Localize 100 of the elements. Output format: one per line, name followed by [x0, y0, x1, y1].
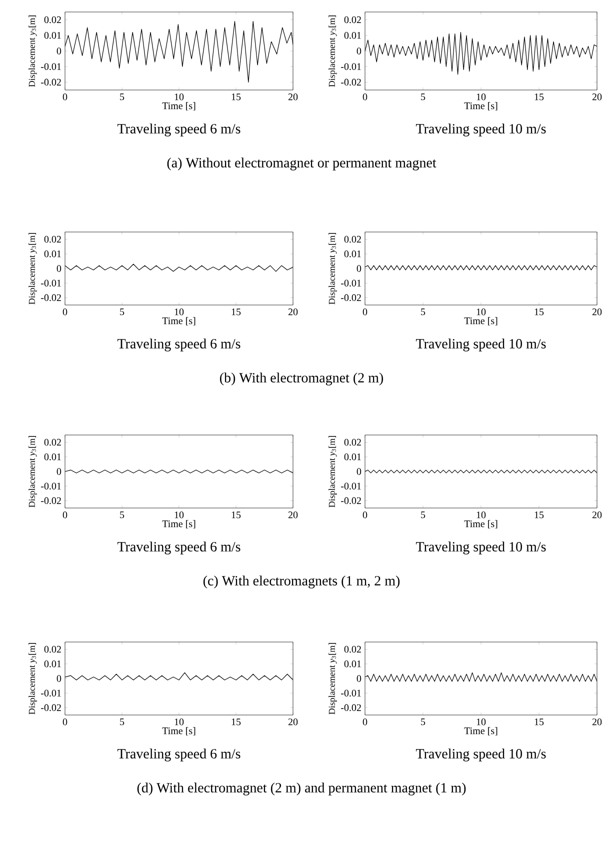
y-tick-label: 0.02: [44, 236, 61, 243]
x-tick-label: 5: [420, 718, 425, 726]
y-tick-label: -0.01: [340, 690, 361, 696]
x-tick-label: 20: [592, 512, 602, 518]
x-axis-title: Time [s]: [464, 317, 497, 326]
text: (a) Without electromagnet or permanent magnet: [167, 158, 436, 170]
y-axis-title: Displacement y$_{3}$[m]: [28, 436, 37, 508]
text: (c) With electromagnets (1 m, 2 m): [203, 576, 400, 588]
y-tick-label: 0: [56, 675, 61, 682]
x-tick-label: 0: [62, 512, 67, 518]
y-tick-label: 0.01: [44, 32, 61, 39]
y-tick-label: 0: [356, 468, 361, 475]
x-axis-title: Time [s]: [162, 727, 195, 736]
x-tick-label: 20: [592, 718, 602, 726]
x-tick-label: 15: [534, 308, 544, 316]
y-tick-label: -0.02: [340, 704, 361, 712]
y-tick-label: 0.01: [344, 660, 361, 668]
y-tick-label: -0.02: [40, 704, 61, 712]
x-axis-title: Time [s]: [464, 520, 497, 528]
y-tick-label: 0: [56, 48, 61, 54]
x-tick-label: 0: [362, 94, 367, 100]
y-tick-label: 0.01: [44, 660, 61, 668]
y-tick-label: 0.02: [344, 438, 361, 446]
y-axis-title: Displacement y$_{3}$[m]: [28, 16, 37, 87]
y-axis-title: Displacement y$_{3}$[m]: [28, 233, 37, 304]
x-axis-title: Time [s]: [464, 102, 497, 110]
x-tick-label: 20: [288, 718, 298, 726]
x-axis-title: Time [s]: [464, 727, 497, 736]
y-tick-label: -0.02: [340, 497, 361, 504]
x-tick-label: 15: [534, 512, 544, 518]
x-tick-label: 5: [120, 94, 124, 100]
y-tick-label: -0.02: [40, 78, 61, 86]
x-tick-label: 20: [288, 94, 298, 100]
x-tick-label: 15: [232, 718, 240, 726]
x-tick-label: 5: [420, 308, 425, 316]
x-tick-label: 10: [476, 94, 486, 100]
y-tick-label: 0.01: [344, 454, 361, 460]
text: Traveling speed 6 m/s: [117, 124, 240, 136]
y-tick-label: 0: [56, 468, 61, 475]
x-tick-label: 0: [62, 94, 67, 100]
x-tick-label: 0: [62, 308, 67, 316]
x-tick-label: 15: [534, 94, 544, 100]
y-tick-label: -0.01: [40, 690, 61, 696]
y-tick-label: 0.02: [44, 16, 61, 24]
x-tick-label: 0: [62, 718, 67, 726]
y-tick-label: 0.01: [44, 454, 61, 460]
x-tick-label: 0: [362, 512, 367, 518]
x-tick-label: 0: [362, 308, 367, 316]
y-tick-label: -0.02: [340, 78, 361, 86]
y-tick-label: -0.01: [340, 63, 361, 70]
y-tick-label: -0.01: [40, 482, 61, 490]
x-tick-label: 20: [592, 308, 602, 316]
y-axis-title: Displacement y$_{3}$[m]: [28, 643, 37, 714]
y-tick-label: 0: [56, 265, 61, 272]
text: Traveling speed 10 m/s: [416, 748, 546, 762]
x-tick-label: 5: [420, 94, 425, 100]
y-tick-label: 0.01: [344, 32, 361, 39]
y-tick-label: 0.02: [44, 438, 61, 446]
y-tick-label: -0.02: [40, 497, 61, 504]
x-tick-label: 10: [476, 718, 486, 726]
text: (d) With electromagnet (2 m) and permanent magnet (1 m): [137, 782, 466, 796]
x-axis-title: Time [s]: [162, 520, 195, 528]
y-tick-label: -0.02: [40, 294, 61, 302]
y-tick-label: -0.01: [40, 63, 61, 70]
y-axis-title: Displacement y$_{3}$[m]: [328, 643, 337, 714]
y-tick-label: 0: [356, 48, 361, 54]
y-tick-label: 0: [356, 265, 361, 272]
x-tick-label: 0: [362, 718, 367, 726]
x-tick-label: 10: [174, 308, 184, 316]
y-tick-label: 0.02: [344, 236, 361, 243]
x-tick-label: 20: [288, 308, 298, 316]
text: (b) With electromagnet (2 m): [220, 372, 383, 386]
x-axis-title: Time [s]: [162, 317, 195, 326]
y-axis-title: Displacement y$_{3}$[m]: [328, 16, 337, 87]
y-tick-label: 0.02: [44, 646, 61, 653]
y-tick-label: -0.01: [40, 280, 61, 286]
text: Traveling speed 6 m/s: [117, 748, 240, 762]
text: Traveling speed 6 m/s: [117, 338, 240, 352]
x-tick-label: 15: [232, 512, 240, 518]
y-axis-title: Displacement y$_{3}$[m]: [328, 436, 337, 508]
x-tick-label: 10: [174, 718, 184, 726]
x-tick-label: 5: [120, 512, 124, 518]
y-tick-label: 0.02: [344, 646, 361, 653]
text: Traveling speed 10 m/s: [416, 338, 546, 352]
y-tick-label: -0.01: [340, 482, 361, 490]
x-axis-title: Time [s]: [162, 102, 195, 110]
x-tick-label: 15: [232, 94, 240, 100]
x-tick-label: 15: [232, 308, 240, 316]
text: Traveling speed 6 m/s: [117, 542, 240, 554]
x-tick-label: 10: [174, 512, 184, 518]
x-tick-label: 10: [476, 512, 486, 518]
y-tick-label: -0.01: [340, 280, 361, 286]
x-tick-label: 5: [120, 718, 124, 726]
x-tick-label: 20: [288, 512, 298, 518]
x-tick-label: 10: [174, 94, 184, 100]
text: Traveling speed 10 m/s: [416, 542, 546, 554]
text: Traveling speed 10 m/s: [416, 124, 546, 136]
y-tick-label: 0.01: [344, 250, 361, 258]
y-tick-label: 0.02: [344, 16, 361, 24]
y-tick-label: 0: [356, 675, 361, 682]
